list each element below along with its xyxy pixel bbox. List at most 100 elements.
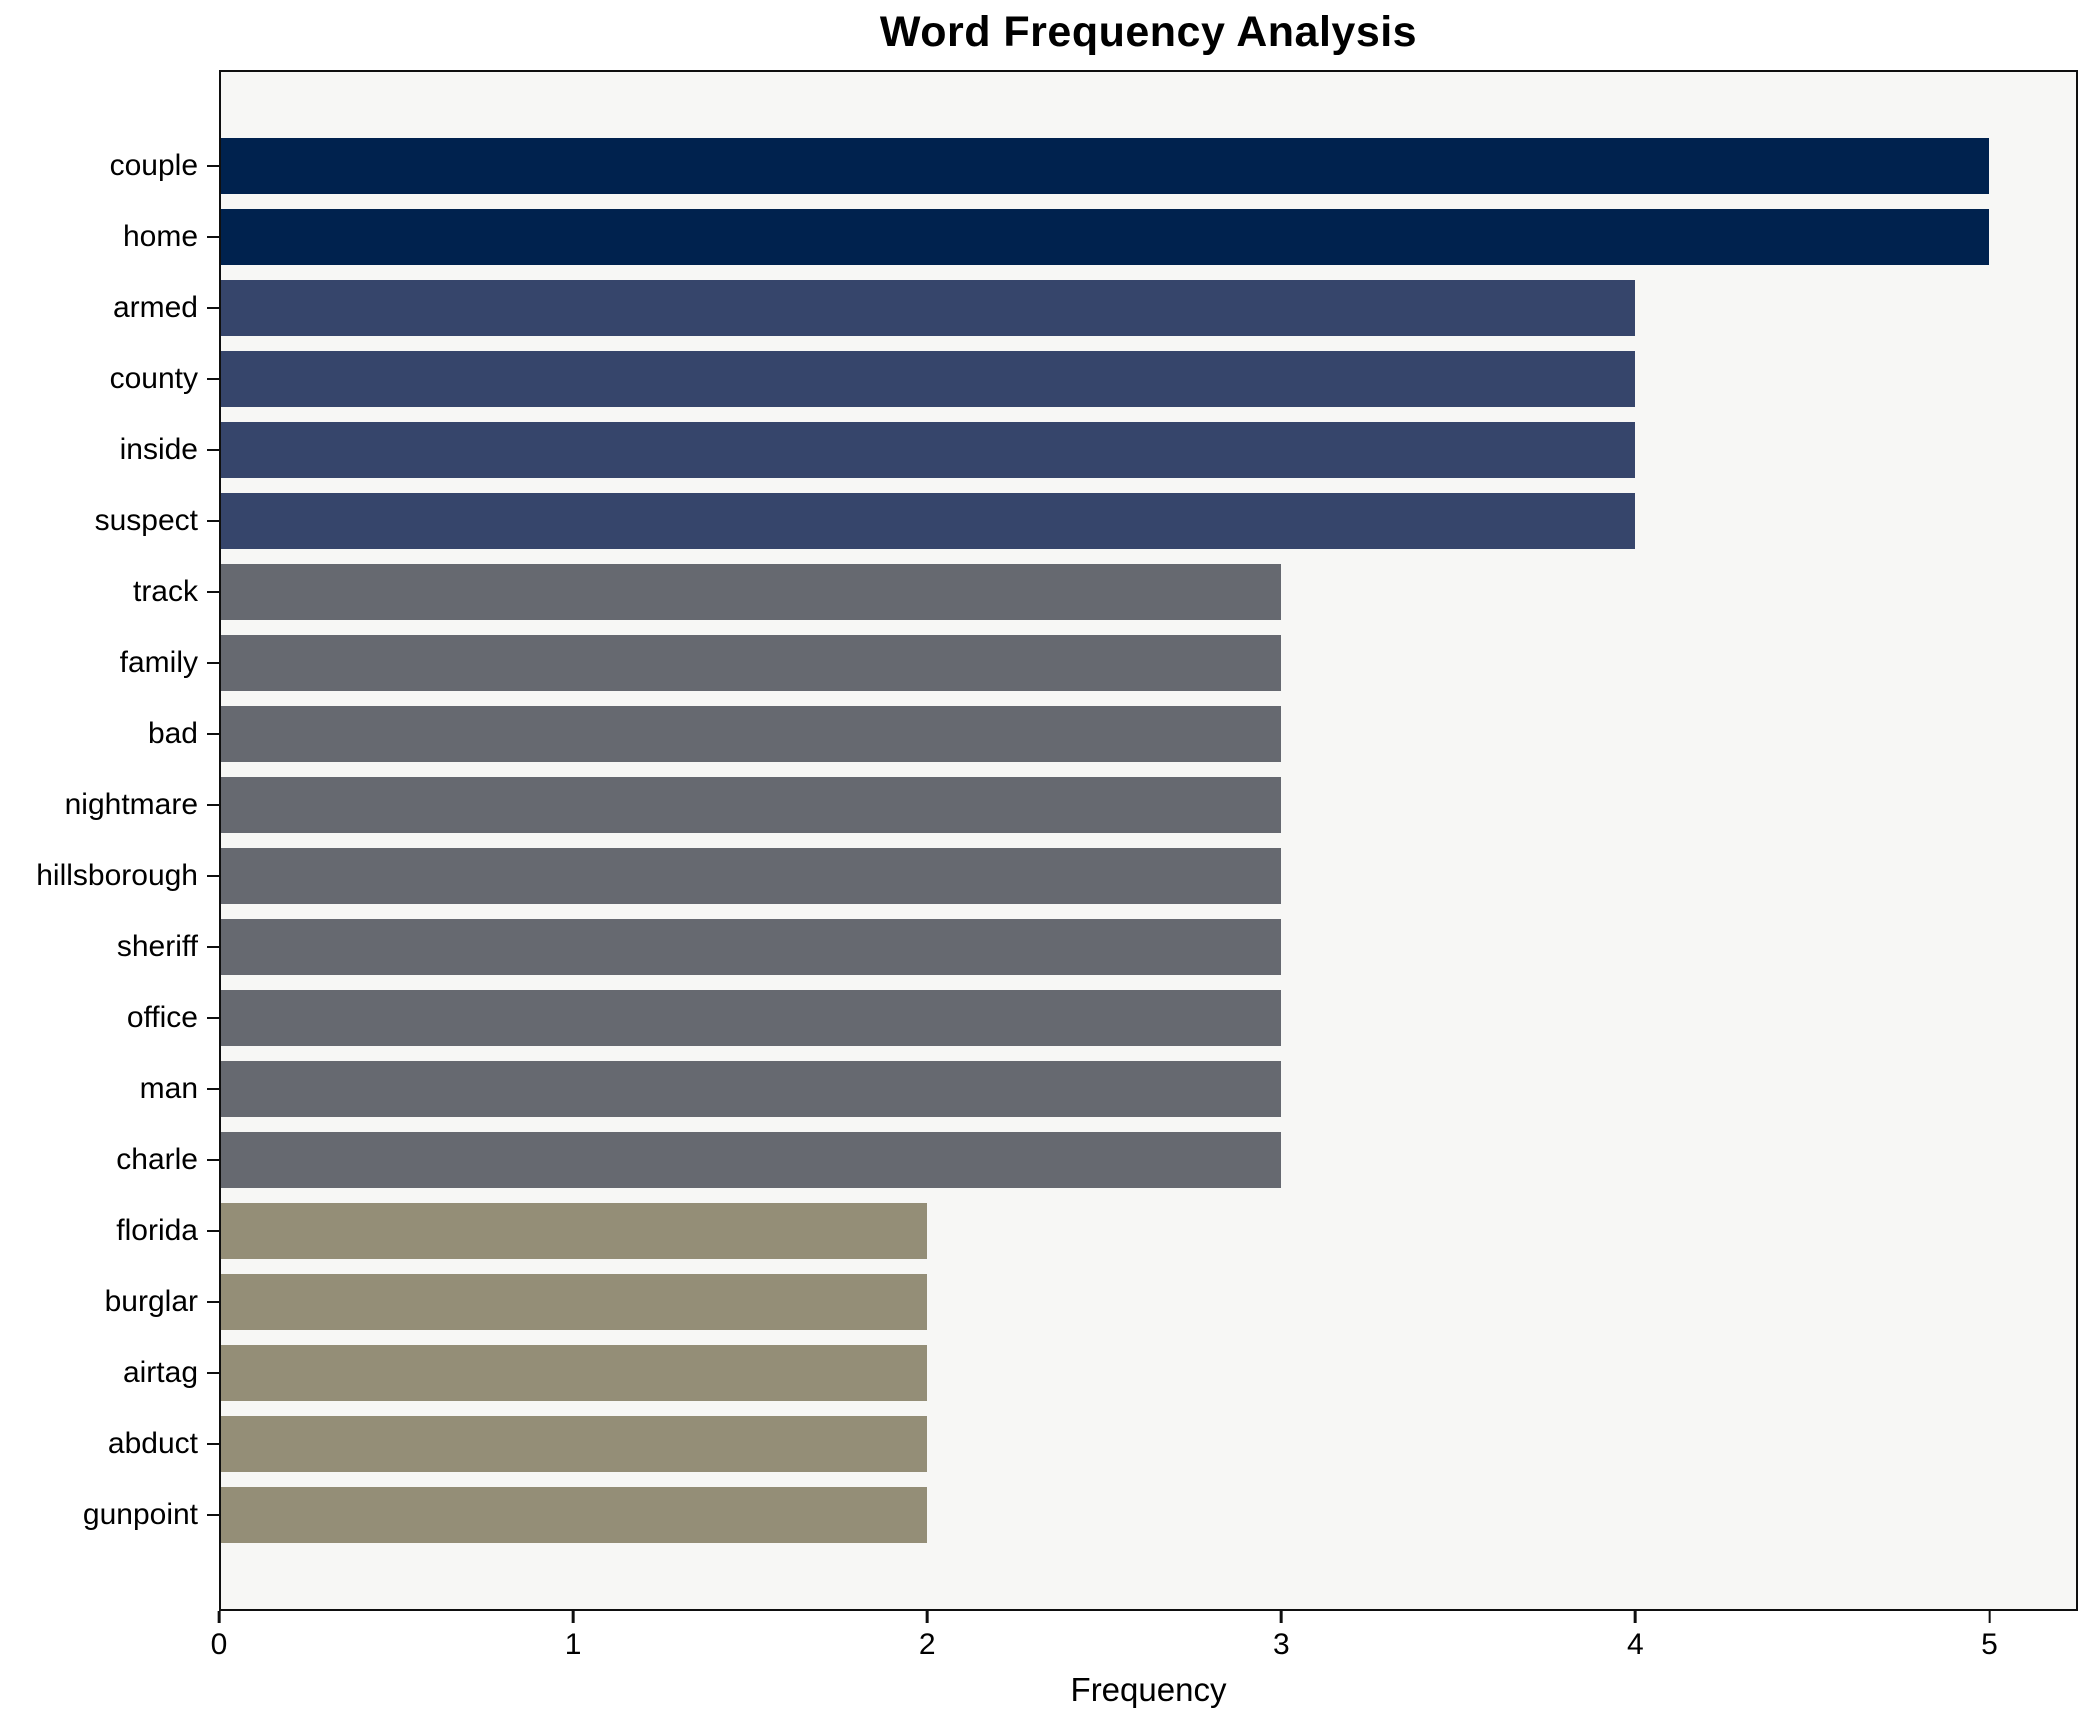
y-tick-label: charle: [116, 1143, 198, 1176]
bar-track: [219, 564, 1282, 620]
y-tick-label: county: [109, 362, 198, 395]
y-tick-mark: [207, 1158, 219, 1162]
bar-suspect: [219, 493, 1636, 549]
x-tick: 5: [1981, 1611, 1998, 1660]
bar-row: [219, 1274, 2078, 1330]
bar-row: [219, 1487, 2078, 1543]
y-tick-mark: [207, 164, 219, 168]
x-tick: 1: [564, 1611, 582, 1661]
y-tick-label: gunpoint: [82, 1498, 198, 1531]
x-tick: 2: [919, 1611, 936, 1660]
y-tick-row: track: [0, 564, 219, 620]
y-tick-row: family: [0, 635, 219, 691]
y-tick-mark: [207, 1016, 219, 1020]
bar-row: [219, 564, 2078, 620]
y-tick-mark: [207, 306, 219, 310]
x-tick-label: 3: [1272, 1628, 1290, 1661]
x-tick: 4: [1627, 1611, 1644, 1660]
y-tick-label: couple: [109, 149, 198, 182]
y-tick-mark: [207, 1371, 219, 1375]
bar-row: [219, 1203, 2078, 1259]
y-tick-row: county: [0, 351, 219, 407]
x-tick-mark: [217, 1611, 221, 1623]
y-tick-label: florida: [116, 1214, 198, 1247]
y-tick-row: suspect: [0, 493, 219, 549]
y-tick-mark: [207, 1300, 219, 1304]
y-tick-row: abduct: [0, 1416, 219, 1472]
bar-row: [219, 990, 2078, 1046]
y-tick-mark: [207, 945, 219, 949]
y-tick-row: charle: [0, 1132, 219, 1188]
x-tick: 3: [1273, 1611, 1290, 1660]
bar-row: [219, 1061, 2078, 1117]
y-tick-row: couple: [0, 138, 219, 194]
x-tick-mark: [1280, 1611, 1283, 1623]
chart-title: Word Frequency Analysis: [879, 8, 1418, 56]
y-tick-row: sheriff: [0, 919, 219, 975]
y-tick-label: armed: [112, 291, 198, 324]
bar-armed: [219, 280, 1636, 336]
y-tick-mark: [207, 1229, 219, 1233]
y-tick-row: nightmare: [0, 777, 219, 833]
y-tick-label: suspect: [94, 504, 198, 537]
bar-row: [219, 280, 2078, 336]
bar-row: [219, 706, 2078, 762]
bar-row: [219, 635, 2078, 691]
plot-area: [219, 70, 2078, 1611]
y-tick-label: hillsborough: [36, 859, 198, 892]
y-tick-mark: [207, 874, 219, 878]
y-tick-row: man: [0, 1061, 219, 1117]
y-tick-label: family: [119, 646, 198, 679]
y-tick-mark: [207, 803, 219, 807]
x-tick-label: 4: [1627, 1628, 1644, 1661]
bar-burglar: [219, 1274, 928, 1330]
y-tick-mark: [207, 235, 219, 239]
bar-airtag: [219, 1345, 928, 1401]
y-tick-label: sheriff: [116, 930, 198, 963]
bar-row: [219, 777, 2078, 833]
bar-bad: [219, 706, 1282, 762]
bar-inside: [219, 422, 1636, 478]
bar-florida: [219, 1203, 928, 1259]
bar-row: [219, 209, 2078, 265]
y-tick-label: track: [132, 575, 198, 608]
bar-row: [219, 848, 2078, 904]
bar-man: [219, 1061, 1282, 1117]
y-tick-row: gunpoint: [0, 1487, 219, 1543]
y-tick-mark: [207, 1513, 219, 1517]
y-tick-label: inside: [119, 433, 198, 466]
y-tick-row: armed: [0, 280, 219, 336]
bars-container: [219, 70, 2078, 1611]
x-axis-label: Frequency: [1070, 1671, 1227, 1708]
bar-home: [219, 209, 1990, 265]
y-tick-row: airtag: [0, 1345, 219, 1401]
y-tick-mark: [207, 661, 219, 665]
y-tick-row: florida: [0, 1203, 219, 1259]
y-tick-label: airtag: [122, 1356, 198, 1389]
y-tick-label: office: [126, 1001, 198, 1034]
x-tick-label: 0: [210, 1628, 228, 1661]
bar-county: [219, 351, 1636, 407]
y-tick-mark: [207, 519, 219, 523]
bar-couple: [219, 138, 1990, 194]
y-tick-row: hillsborough: [0, 848, 219, 904]
bar-row: [219, 351, 2078, 407]
x-axis: 0 1 2 3 4 5: [211, 1611, 2078, 1669]
y-tick-mark: [207, 590, 219, 594]
x-tick: 0: [210, 1611, 228, 1661]
y-tick-row: home: [0, 209, 219, 265]
y-tick-row: inside: [0, 422, 219, 478]
bar-nightmare: [219, 777, 1282, 833]
bar-hillsborough: [219, 848, 1282, 904]
bar-charle: [219, 1132, 1282, 1188]
x-tick-mark: [1988, 1611, 1991, 1623]
bar-row: [219, 1345, 2078, 1401]
x-tick-label: 2: [918, 1628, 936, 1661]
bar-family: [219, 635, 1282, 691]
y-tick-mark: [207, 732, 219, 736]
y-tick-label: home: [122, 220, 198, 253]
x-tick-label: 1: [564, 1628, 582, 1661]
bar-row: [219, 1132, 2078, 1188]
y-tick-mark: [207, 1087, 219, 1091]
